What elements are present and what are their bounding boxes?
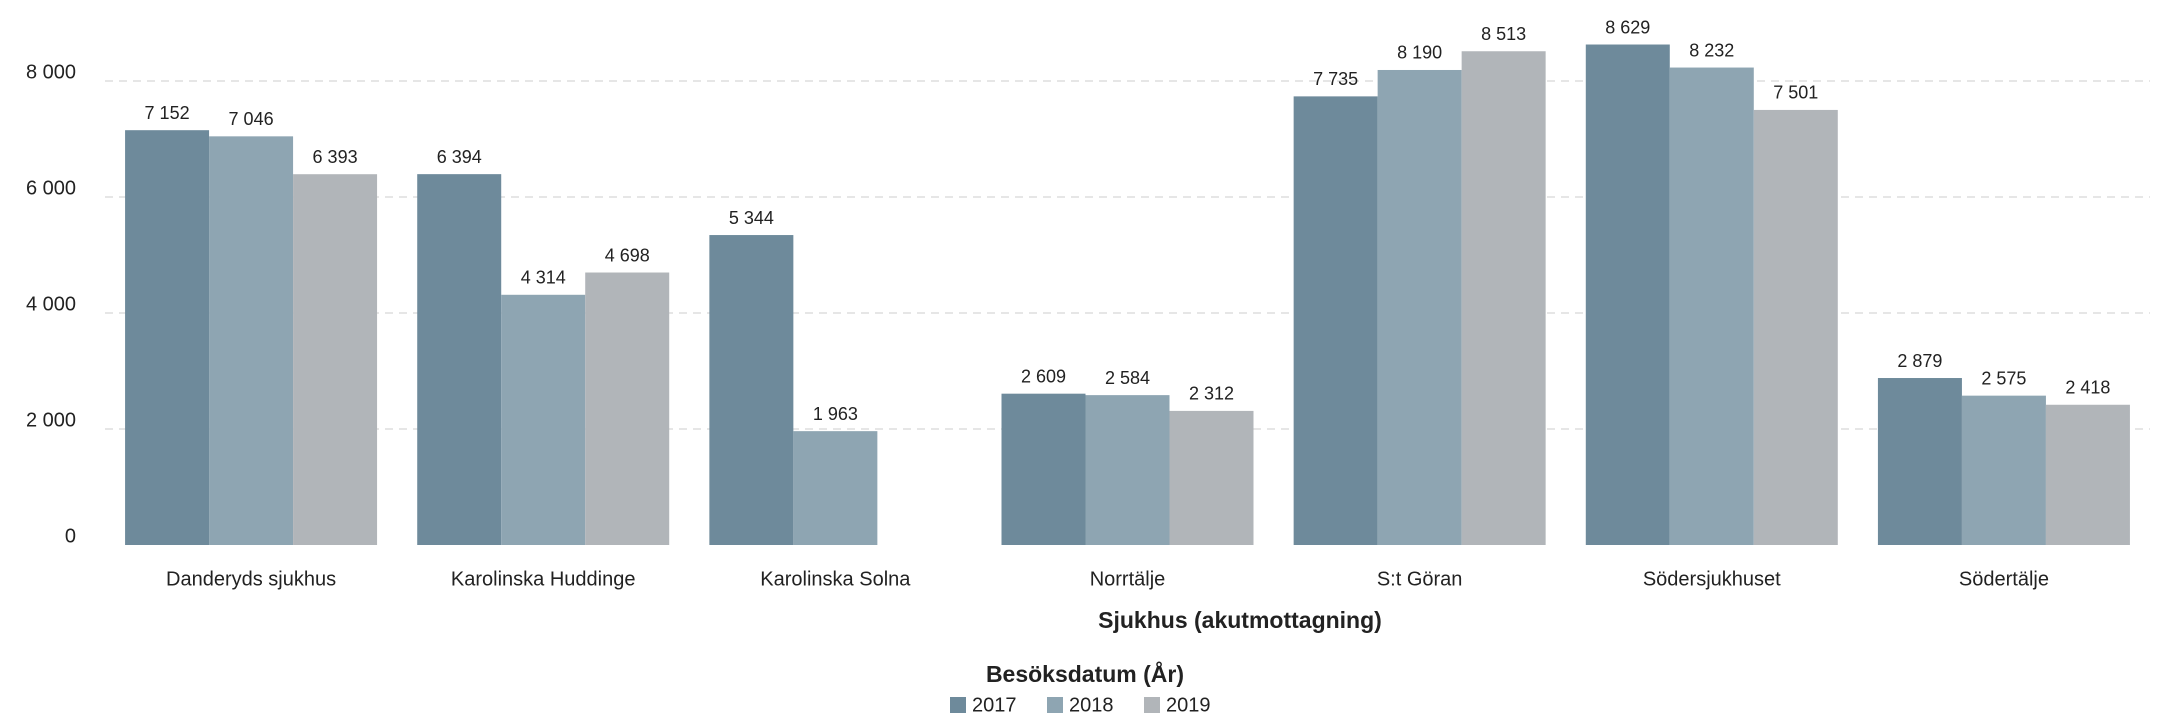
value-label: 8 513	[1481, 24, 1526, 44]
bar	[1293, 96, 1378, 546]
bar	[1961, 395, 2046, 545]
y-tick-label: 8 000	[26, 61, 76, 83]
x-tick-label: S:t Göran	[1377, 568, 1463, 590]
bar	[2045, 404, 2130, 545]
legend-title: Besöksdatum (År)	[986, 660, 1184, 687]
value-label: 2 609	[1021, 366, 1066, 386]
value-label: 4 698	[605, 245, 650, 265]
x-tick-label: Södersjukhuset	[1643, 568, 1781, 590]
bar	[1669, 67, 1754, 545]
bar	[1753, 109, 1838, 545]
value-label: 7 735	[1313, 69, 1358, 89]
bar	[125, 130, 210, 545]
bar	[1001, 393, 1086, 545]
value-label: 7 046	[229, 109, 274, 129]
legend-label: 2017	[972, 694, 1017, 716]
value-label: 6 393	[313, 147, 358, 167]
bar	[1877, 378, 1962, 545]
bar	[1085, 395, 1170, 545]
y-tick-label: 0	[65, 525, 76, 547]
value-label: 2 879	[1897, 351, 1942, 371]
value-label: 2 584	[1105, 368, 1150, 388]
bar	[501, 294, 586, 545]
value-label: 2 312	[1189, 384, 1234, 404]
value-label: 7 501	[1773, 83, 1818, 103]
value-label: 8 629	[1605, 17, 1650, 37]
bar	[709, 235, 794, 545]
y-tick-label: 6 000	[26, 177, 76, 199]
value-label: 2 418	[2065, 378, 2110, 398]
legend-label: 2019	[1166, 694, 1211, 716]
value-label: 8 232	[1689, 40, 1734, 60]
value-label: 1 963	[813, 404, 858, 424]
value-label: 7 152	[145, 103, 190, 123]
bar	[209, 136, 294, 545]
legend-label: 2018	[1069, 694, 1114, 716]
x-tick-label: Södertälje	[1959, 568, 2049, 590]
legend-swatch	[1047, 697, 1063, 713]
value-label: 4 314	[521, 268, 566, 288]
legend-swatch	[1144, 697, 1160, 713]
value-label: 5 344	[729, 208, 774, 228]
legend-swatch	[950, 697, 966, 713]
bar	[293, 174, 378, 545]
bar	[1377, 69, 1462, 545]
x-tick-label: Karolinska Solna	[760, 568, 911, 590]
value-label: 2 575	[1981, 368, 2026, 388]
x-tick-label: Norrtälje	[1090, 568, 1166, 590]
x-tick-label: Karolinska Huddinge	[451, 568, 636, 590]
y-tick-label: 2 000	[26, 409, 76, 431]
value-label: 8 190	[1397, 43, 1442, 63]
bar	[1585, 44, 1670, 545]
value-label: 6 394	[437, 147, 482, 167]
x-axis-title: Sjukhus (akutmottagning)	[1098, 607, 1382, 633]
bar	[1169, 410, 1254, 545]
bar	[793, 431, 878, 545]
x-tick-label: Danderyds sjukhus	[166, 568, 336, 590]
bar	[585, 272, 670, 545]
bar	[417, 174, 502, 545]
bar	[1461, 51, 1546, 545]
y-tick-label: 4 000	[26, 293, 76, 315]
